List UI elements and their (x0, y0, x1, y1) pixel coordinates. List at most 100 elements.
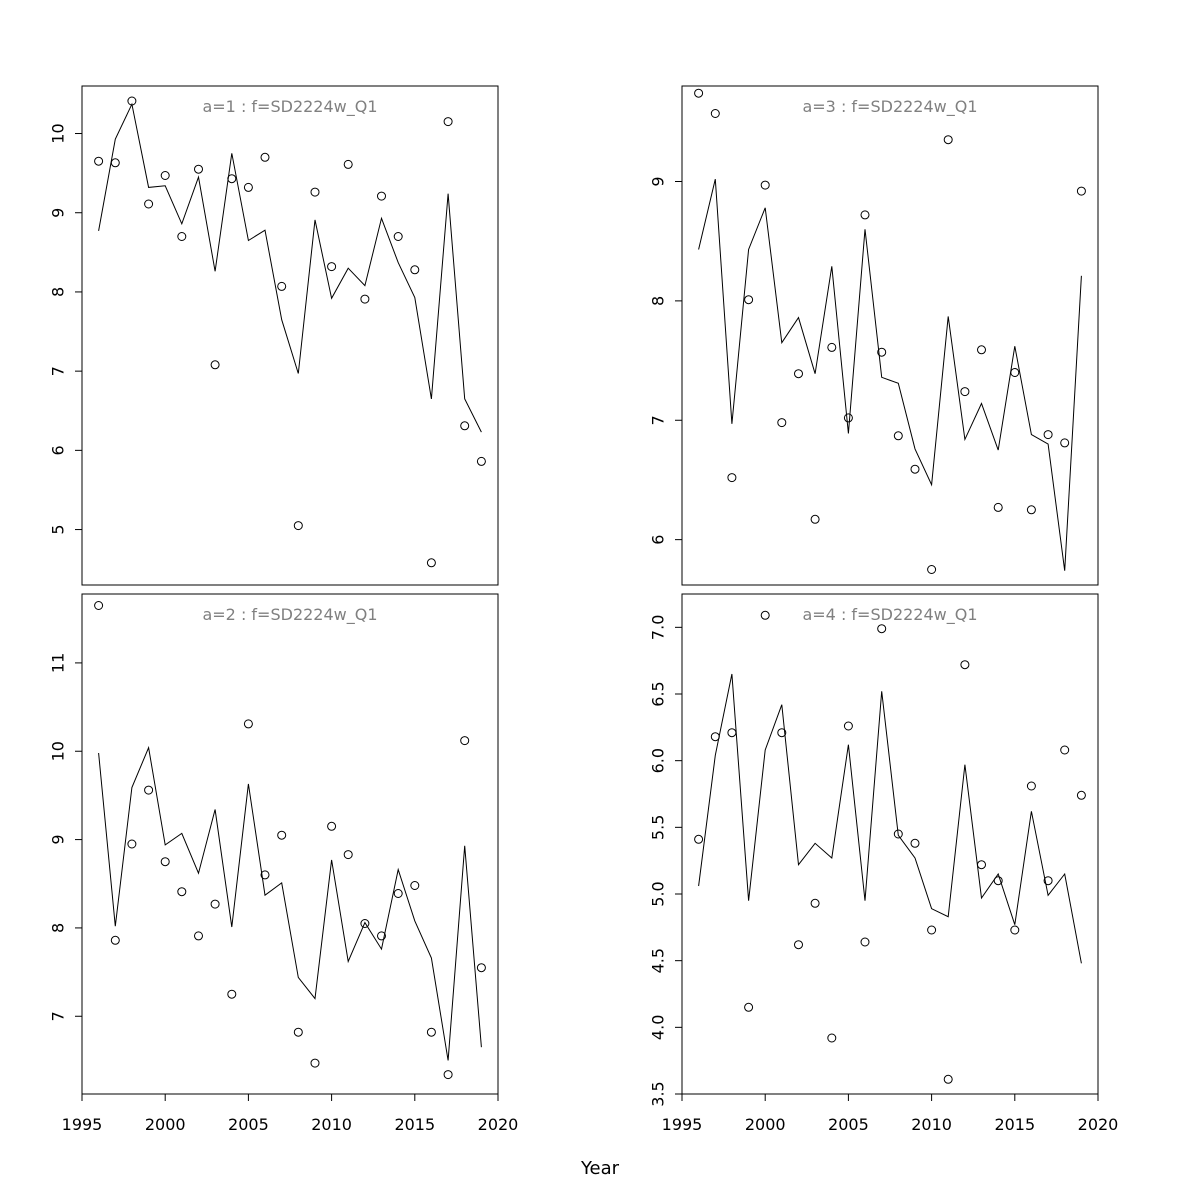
observed-point (160, 857, 170, 867)
y-tick-label: 6 (649, 535, 668, 545)
x-tick-label: 2005 (828, 1115, 869, 1134)
observed-point (343, 850, 353, 860)
observed-point (727, 728, 737, 738)
observed-point (1076, 186, 1086, 196)
x-tick-label: 2010 (911, 1115, 952, 1134)
x-tick-label: 1995 (62, 1115, 103, 1134)
observed-point (794, 369, 803, 379)
observed-point (343, 159, 353, 169)
observed-point (110, 158, 120, 168)
observed-point (927, 925, 937, 935)
observed-point (827, 1033, 837, 1043)
observed-point (410, 881, 420, 890)
observed-point (277, 830, 287, 840)
observed-point (1060, 745, 1070, 755)
observed-point (1010, 925, 1020, 935)
y-tick-label: 6.0 (649, 748, 668, 773)
observed-point (243, 182, 253, 192)
y-tick-label: 10 (49, 123, 68, 143)
observed-point (327, 821, 337, 831)
observed-point (476, 456, 486, 466)
observed-point (1043, 430, 1053, 440)
observed-point (194, 931, 203, 941)
observed-point (960, 387, 970, 397)
observed-point (310, 187, 320, 197)
x-tick-label: 2000 (745, 1115, 786, 1134)
observed-point (977, 345, 986, 355)
observed-point (1010, 368, 1020, 377)
observed-point (710, 732, 720, 742)
observed-point (144, 199, 154, 209)
panel-a1: a=1 : f=SD2224w_Q1 5 6 7 8 9 10 (49, 85, 499, 586)
observed-point (1076, 790, 1086, 800)
observed-point (893, 829, 903, 839)
observed-point (210, 360, 220, 370)
observed-point (877, 347, 887, 357)
observed-point (960, 660, 970, 670)
observed-point (827, 342, 837, 352)
y-tick-label: 7.0 (649, 615, 668, 640)
observed-point (860, 210, 870, 220)
observed-point (777, 728, 787, 738)
fitted-series-line (698, 673, 1082, 964)
observed-point (476, 963, 486, 973)
observed-point (243, 719, 253, 729)
x-tick-label: 1995 (662, 1115, 703, 1134)
observed-point (760, 610, 770, 620)
observed-point (177, 232, 187, 241)
observed-point (744, 295, 754, 305)
y-tick-label: 8 (49, 287, 68, 297)
y-tick-label: 5.5 (649, 815, 668, 840)
observed-point (1026, 505, 1036, 515)
observed-point (160, 171, 170, 180)
observed-point (910, 838, 920, 848)
observed-point (94, 601, 104, 610)
observed-point (127, 839, 137, 849)
observed-point (393, 232, 403, 241)
observed-point (210, 899, 220, 909)
plot-frame (81, 85, 499, 586)
panel-title: a=1 : f=SD2224w_Q1 (202, 97, 377, 117)
y-tick-label: 8 (49, 923, 68, 933)
observed-point (710, 109, 720, 118)
observed-point (293, 521, 303, 531)
y-tick-label: 9 (49, 834, 68, 844)
observed-point (694, 88, 704, 98)
observed-point (893, 431, 903, 441)
observed-point (227, 989, 237, 999)
observed-point (426, 1027, 436, 1037)
observed-point (993, 502, 1003, 512)
observed-point (943, 1074, 953, 1084)
panel-a4: a=4 : f=SD2224w_Q1 3.5 4.0 4.5 5.0 5.5 6.0 6.5 7… (649, 593, 1119, 1134)
plot-frame (81, 593, 499, 1095)
y-tick-label: 6.5 (649, 681, 668, 706)
y-tick-label: 8 (649, 296, 668, 306)
x-tick-label: 2020 (1078, 1115, 1119, 1134)
observed-point (860, 937, 870, 947)
observed-point (694, 834, 704, 844)
observed-point (877, 624, 887, 634)
observed-point (110, 935, 120, 945)
observed-point (443, 1070, 453, 1080)
observed-point (277, 281, 287, 291)
x-tick-label: 2015 (394, 1115, 435, 1134)
observed-point (393, 889, 403, 898)
observed-point (377, 931, 386, 941)
observed-point (310, 1058, 320, 1068)
observed-point (460, 736, 470, 746)
panel-title: a=2 : f=SD2224w_Q1 (202, 605, 377, 625)
y-tick-label: 7 (49, 366, 68, 376)
observed-point (144, 785, 154, 795)
y-tick-label: 6 (49, 445, 68, 455)
observed-point (293, 1027, 303, 1037)
observed-point (177, 887, 187, 897)
y-tick-label: 7 (49, 1011, 68, 1021)
observed-point (727, 473, 737, 483)
observed-point (1060, 438, 1070, 448)
observed-point (360, 919, 370, 928)
y-tick-label: 4.0 (649, 1015, 668, 1040)
observed-point (993, 876, 1003, 886)
panel-a2: a=2 : f=SD2224w_Q1 7 8 9 10 11 1995 2000 2005 201… (49, 593, 518, 1134)
observed-point (360, 294, 370, 304)
